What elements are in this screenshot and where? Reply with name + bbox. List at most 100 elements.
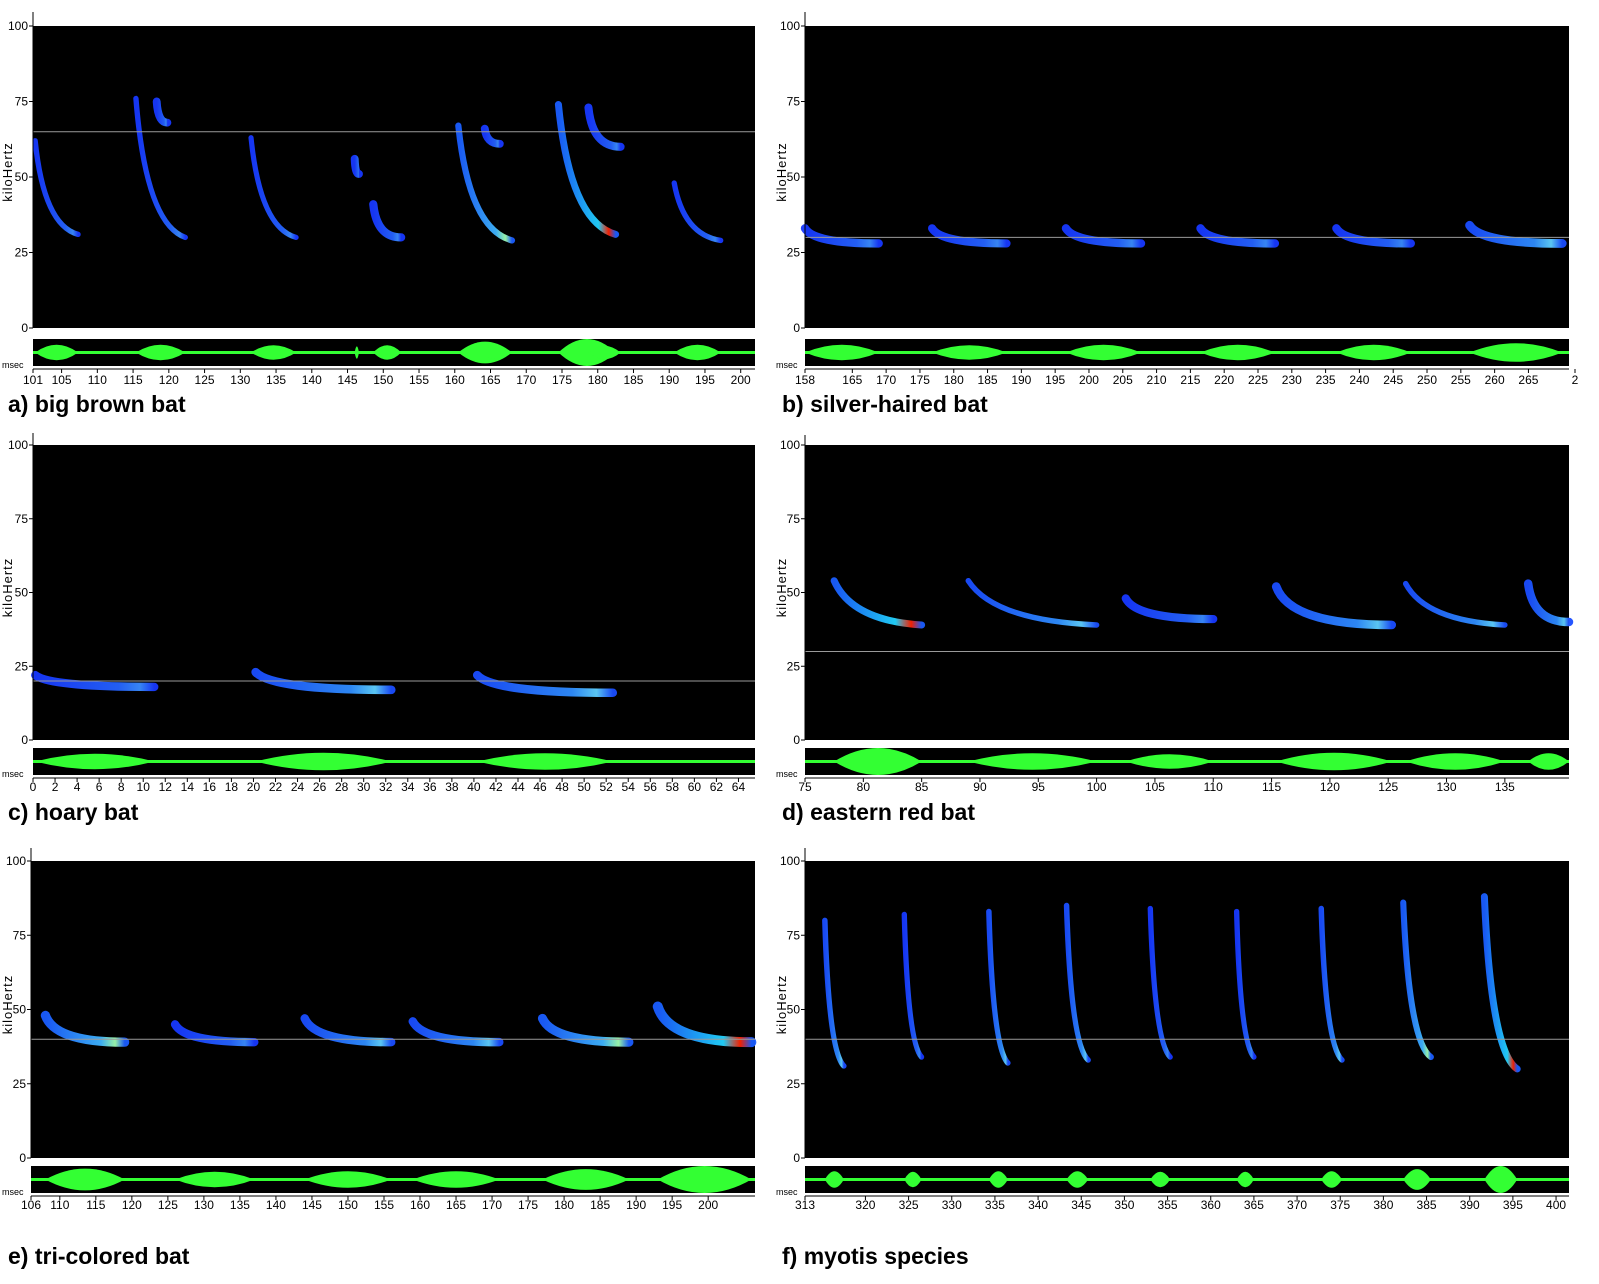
spectrogram-background	[805, 445, 1569, 740]
x-tick-label: 175	[552, 373, 572, 387]
x-tick-label: 140	[302, 373, 322, 387]
call-mark	[1480, 893, 1521, 1073]
call-mark	[965, 577, 1100, 628]
waveform-envelope	[251, 345, 297, 360]
panel-big-brown-bat: 0 25 50 75 100 kiloHertz msec 101 105 110 115 120 12…	[0, 0, 775, 425]
x-tick-label: 2	[52, 780, 59, 794]
x-tick-label: 20	[247, 780, 261, 794]
panel-hoary-bat: 0 25 50 75 100 kiloHertz msec 0 2 4 6 8 10 12 14 16 18 20…	[0, 425, 775, 843]
x-tick-label: 170	[516, 373, 536, 387]
panel-caption: a) big brown bat	[8, 391, 186, 417]
waveform-envelope	[988, 1171, 1008, 1188]
x-tick-label: 360	[1201, 1198, 1221, 1212]
panel-caption: d) eastern red bat	[782, 799, 975, 825]
panel-tri-colored-bat: 0 25 50 75 100 kiloHertz msec 106 110 115 120 125 13…	[0, 843, 775, 1284]
x-tick-label: 385	[1417, 1198, 1437, 1212]
y-tick-label: 25	[13, 1077, 27, 1091]
waveform-envelope	[1528, 753, 1569, 770]
x-tick-label: 56	[644, 780, 658, 794]
x-unit-label: msec	[776, 769, 798, 779]
x-tick-label: 380	[1373, 1198, 1393, 1212]
call-mark	[472, 670, 618, 698]
x-tick-label: 12	[159, 780, 173, 794]
x-tick-label: 155	[409, 373, 429, 387]
x-tick-label: 335	[985, 1198, 1005, 1212]
x-tick-label: 158	[795, 373, 815, 387]
x-tick-label: 165	[480, 373, 500, 387]
waveform-envelope	[255, 752, 392, 771]
x-tick-label: 150	[373, 373, 393, 387]
waveform-envelope	[588, 345, 621, 360]
y-tick-label: 50	[15, 170, 29, 184]
x-tick-label: 2	[1572, 373, 1579, 387]
y-tick-label: 25	[15, 246, 29, 260]
x-tick-label: 130	[194, 1198, 214, 1212]
waveform-envelope	[834, 748, 922, 775]
call-mark	[1465, 220, 1567, 248]
x-tick-label: 180	[944, 373, 964, 387]
x-tick-label: 115	[124, 373, 143, 387]
call-mark	[901, 911, 925, 1060]
y-tick-label: 100	[8, 438, 28, 452]
x-tick-label: 125	[158, 1198, 178, 1212]
panel-caption: c) hoary bat	[8, 799, 139, 825]
call-mark	[300, 1014, 396, 1047]
spectrogram-background	[805, 26, 1569, 328]
x-tick-label: 165	[446, 1198, 466, 1212]
x-tick-label: 395	[1503, 1198, 1523, 1212]
call-mark	[928, 224, 1011, 248]
x-tick-label: 200	[698, 1198, 718, 1212]
y-tick-label: 100	[8, 19, 28, 33]
call-mark	[408, 1017, 504, 1047]
x-tick-label: 170	[482, 1198, 502, 1212]
x-tick-label: 190	[626, 1198, 646, 1212]
x-tick-label: 105	[1145, 780, 1165, 794]
x-tick-label: 210	[1147, 373, 1167, 387]
x-tick-label: 180	[554, 1198, 574, 1212]
waveform-envelope	[1200, 344, 1275, 361]
call-mark	[1400, 899, 1434, 1061]
x-tick-label: 195	[1045, 373, 1065, 387]
panel-eastern-red-bat: 0 25 50 75 100 kiloHertz msec 75 80 85 90 95 100 105 1…	[774, 425, 1599, 843]
waveform-envelope	[1236, 1171, 1254, 1188]
call-mark	[584, 103, 625, 151]
call-mark	[152, 97, 172, 127]
x-tick-label: 48	[555, 780, 569, 794]
y-tick-label: 0	[793, 733, 800, 747]
x-tick-label: 250	[1417, 373, 1437, 387]
call-mark	[350, 154, 363, 178]
call-mark	[830, 577, 926, 629]
call-mark	[133, 95, 188, 241]
y-tick-label: 50	[787, 170, 801, 184]
x-tick-label: 38	[445, 780, 459, 794]
call-mark	[480, 124, 504, 148]
waveform-envelope	[657, 1166, 752, 1193]
x-tick-label: 195	[662, 1198, 682, 1212]
x-tick-label: 175	[518, 1198, 538, 1212]
y-tick-label: 100	[780, 854, 800, 868]
call-mark	[1233, 908, 1257, 1060]
x-tick-label: 4	[74, 780, 81, 794]
call-mark	[652, 1001, 757, 1048]
waveform-envelope	[45, 1168, 125, 1191]
y-axis-label: kiloHertz	[774, 142, 789, 202]
call-mark	[537, 1013, 634, 1047]
x-tick-label: 230	[1282, 373, 1302, 387]
waveform-envelope	[1065, 344, 1142, 361]
y-tick-label: 100	[780, 19, 800, 33]
spectrogram-background	[33, 445, 755, 740]
y-tick-label: 0	[793, 321, 800, 335]
x-tick-label: 101	[23, 373, 43, 387]
panel-caption: e) tri-colored bat	[8, 1243, 190, 1269]
x-tick-label: 340	[1028, 1198, 1048, 1212]
call-mark	[800, 224, 883, 248]
waveform-envelope	[156, 346, 168, 359]
x-tick-label: 205	[1113, 373, 1133, 387]
x-tick-label: 165	[842, 373, 862, 387]
x-tick-label: 6	[96, 780, 103, 794]
waveform-envelope	[477, 753, 613, 770]
x-tick-label: 215	[1180, 373, 1200, 387]
call-mark	[986, 908, 1011, 1066]
waveform-envelope	[1469, 343, 1563, 362]
